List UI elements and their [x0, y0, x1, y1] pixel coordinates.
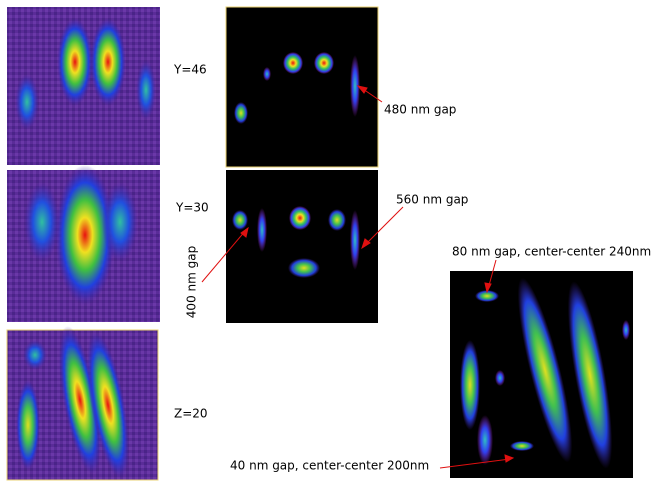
annotation: 80 nm gap, center-center 240nm — [452, 245, 651, 259]
annotation: 480 nm gap — [384, 103, 456, 117]
annotation: 560 nm gap — [396, 193, 468, 207]
panel-y46-fit — [225, 6, 379, 168]
panel-y30-fit — [226, 170, 378, 323]
panel-y30-raw — [7, 165, 160, 322]
panel-y46-raw — [7, 7, 160, 165]
annotation: 400 nm gap — [185, 246, 199, 318]
label: Z=20 — [174, 407, 208, 421]
label: Y=30 — [175, 201, 209, 215]
arrows — [201, 85, 515, 469]
panel-z20-raw — [6, 326, 159, 481]
annotation: 40 nm gap, center-center 200nm — [230, 459, 429, 473]
panel-z20-fit — [450, 271, 633, 478]
label: Y=46 — [173, 63, 207, 77]
